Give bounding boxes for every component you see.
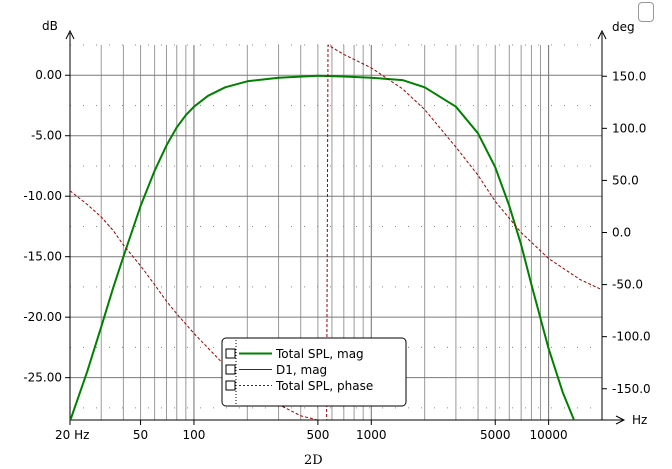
- y-right-tick-label: 0.0: [612, 226, 631, 240]
- y-axis-right-arrow: [597, 29, 607, 40]
- x-axis-arrow: [615, 415, 626, 425]
- legend-checkbox[interactable]: [225, 364, 236, 375]
- y-left-tick-label: -10.00: [23, 189, 62, 203]
- y-left-tick-label: -25.00: [23, 371, 62, 385]
- y-axis-left-arrow: [65, 29, 75, 40]
- x-tick-label: 5000: [480, 428, 511, 442]
- corner-toggle-button[interactable]: [638, 2, 654, 22]
- y-right-tick-label: -150.0: [612, 382, 651, 396]
- series-line-total-spl-phase: [70, 44, 602, 420]
- x-axis-label: Hz: [632, 413, 647, 427]
- y-right-tick-label: 150.0: [612, 69, 646, 83]
- x-tick-label: 100: [182, 428, 205, 442]
- tick-labels: 0.00 -5.00 -10.00 -15.00 -20.00 -25.00 150.0 10…: [23, 68, 650, 442]
- legend-checkbox[interactable]: [225, 380, 236, 391]
- y-axis-left-label: dB: [42, 19, 58, 33]
- x-tick-label: 1000: [356, 428, 387, 442]
- y-right-tick-label: 100.0: [612, 121, 646, 135]
- y-right-tick-label: 50.0: [612, 173, 639, 187]
- legend-label-total-spl-mag: Total SPL, mag: [275, 347, 364, 361]
- legend: Total SPL, mag D1, mag Total SPL, phase: [221, 337, 407, 407]
- y-left-tick-label: -5.00: [31, 129, 62, 143]
- axes: [65, 29, 626, 425]
- legend-item-d1-mag[interactable]: D1, mag: [225, 363, 327, 377]
- y-left-tick-label: -20.00: [23, 310, 62, 324]
- y-left-tick-label: -15.00: [23, 250, 62, 264]
- y-left-tick-label: 0.00: [35, 68, 62, 82]
- legend-box: [221, 337, 407, 407]
- legend-label-total-spl-phase: Total SPL, phase: [275, 379, 373, 393]
- legend-item-total-spl-phase[interactable]: Total SPL, phase: [225, 379, 373, 393]
- x-tick-label: 20 Hz: [55, 428, 89, 442]
- y-axis-right-label: deg: [612, 20, 635, 34]
- series-layer: [70, 44, 602, 420]
- legend-checkbox[interactable]: [225, 348, 236, 359]
- x-tick-label: 500: [306, 428, 329, 442]
- x-tick-label: 10000: [530, 428, 568, 442]
- chart-caption: 2D: [304, 453, 323, 468]
- legend-item-total-spl-mag[interactable]: Total SPL, mag: [225, 347, 364, 361]
- x-tick-label: 50: [133, 428, 148, 442]
- y-right-tick-label: -50.0: [612, 278, 643, 292]
- y-right-tick-label: -100.0: [612, 330, 651, 344]
- series-line-total-spl-mag: [70, 74, 576, 420]
- legend-label-d1-mag: D1, mag: [276, 363, 327, 377]
